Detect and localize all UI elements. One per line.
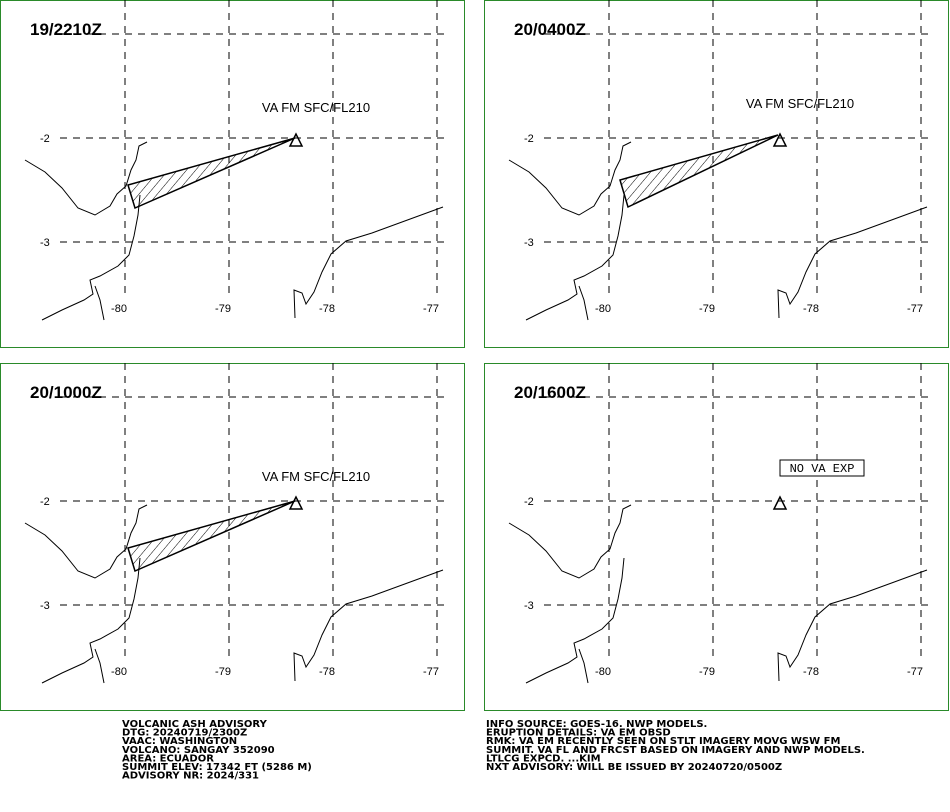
advisory-line: AREA: ECUADOR [122, 753, 214, 764]
coastline [525, 194, 625, 321]
ash-area [127, 137, 296, 210]
coastline [24, 141, 148, 216]
lon-label: -80 [111, 666, 127, 678]
volcano [288, 132, 304, 147]
lat-label: -3 [524, 237, 534, 249]
panel-time: 19/2210Z [30, 20, 102, 39]
ash-label: VA FM SFC/FL210 [262, 469, 370, 484]
advisory-line: NXT ADVISORY: WILL BE ISSUED BY 20240720… [486, 762, 782, 773]
lon-label: -78 [319, 666, 335, 678]
advisory-line: RMK: VA EM RECENTLY SEEN ON STLT IMAGERY… [486, 736, 840, 747]
advisory-line: ERUPTION DETAILS: VA EM OBSD [486, 728, 671, 739]
lat-label: -2 [40, 133, 50, 145]
lon-label: -79 [699, 303, 715, 315]
lon-label: -80 [595, 666, 611, 678]
panel-time: 20/0400Z [514, 20, 586, 39]
lon-label: -77 [423, 666, 439, 678]
advisory-line: SUMMIT. VA FL AND FRCST BASED ON IMAGERY… [486, 745, 865, 756]
advisory-line: DTG: 20240719/2300Z [122, 728, 247, 739]
lon-label: -77 [907, 666, 923, 678]
coastline [293, 569, 444, 682]
lon-label: -79 [699, 666, 715, 678]
lon-label: -78 [803, 666, 819, 678]
ash-area [619, 134, 779, 209]
advisory-line: SUMMIT ELEV: 17342 FT (5286 M) [122, 762, 312, 773]
coastline [777, 206, 928, 319]
lat-label: -2 [524, 496, 534, 508]
lon-label: -80 [111, 303, 127, 315]
panel-border [0, 0, 465, 348]
panel-border [0, 363, 465, 711]
map-panel: -80 -79 -78 -77 -2 -3 20/1000Z VA FM SFC/FL210 [0, 363, 465, 711]
map-panel: -80 -79 -78 -77 -2 -3 20/1600Z NO VA EXP [484, 363, 949, 711]
advisory-line: VAAC: WASHINGTON [122, 736, 237, 747]
coastline [24, 504, 148, 579]
panel-border [484, 363, 949, 711]
coastline [578, 648, 589, 684]
lat-label: -3 [40, 237, 50, 249]
map-panel: -80 -79 -78 -77 -2 -3 20/0400Z VA FM SFC/FL210 [484, 0, 949, 348]
lat-label: -3 [524, 600, 534, 612]
advisory-line: VOLCANO: SANGAY 352090 [122, 745, 275, 756]
coastline [293, 206, 444, 319]
ash-label: VA FM SFC/FL210 [746, 96, 854, 111]
advisory-line: INFO SOURCE: GOES-16. NWP MODELS. [486, 719, 707, 730]
panel-time: 20/1600Z [514, 383, 586, 402]
lon-label: -77 [423, 303, 439, 315]
lat-label: -3 [40, 600, 50, 612]
lon-label: -78 [803, 303, 819, 315]
volcano [772, 132, 788, 147]
no-ash-label: NO VA EXP [790, 462, 855, 476]
ash-area [127, 500, 296, 573]
advisory-line: LTLCG EXPCD. ...KIM [486, 753, 601, 764]
ash-label: VA FM SFC/FL210 [262, 100, 370, 115]
coastline [777, 569, 928, 682]
volcano [772, 495, 788, 510]
panel-border [484, 0, 949, 348]
coastline [41, 557, 141, 684]
panel-time: 20/1000Z [30, 383, 102, 402]
label-box [779, 459, 865, 477]
coastline [508, 141, 632, 216]
lon-label: -79 [215, 666, 231, 678]
lat-label: -2 [40, 496, 50, 508]
advisory-line: VOLCANIC ASH ADVISORY [122, 719, 268, 730]
advisory-line: ADVISORY NR: 2024/331 [122, 771, 259, 782]
volcano [288, 495, 304, 510]
coastline [578, 285, 589, 321]
coastline [508, 504, 632, 579]
coastline [525, 557, 625, 684]
lon-label: -79 [215, 303, 231, 315]
coastline [41, 194, 141, 321]
coastline [94, 648, 105, 684]
map-panel: -80 -79 -78 -77 -2 -3 19/2210Z VA FM SFC/FL210 [0, 0, 465, 348]
lon-label: -80 [595, 303, 611, 315]
lon-label: -78 [319, 303, 335, 315]
lat-label: -2 [524, 133, 534, 145]
lon-label: -77 [907, 303, 923, 315]
coastline [94, 285, 105, 321]
